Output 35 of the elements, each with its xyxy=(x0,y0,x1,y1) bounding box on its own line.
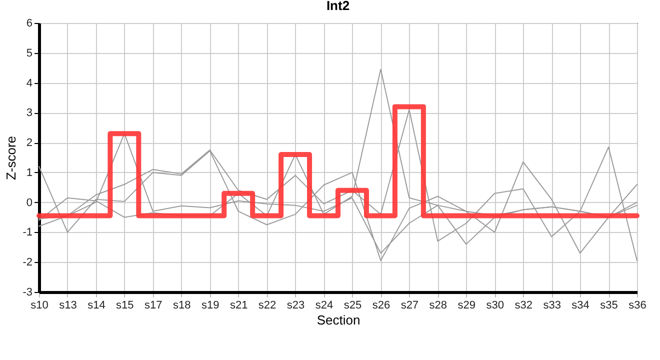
x-tick-label: s30 xyxy=(486,300,504,312)
y-tick-label: 3 xyxy=(26,107,32,120)
y-tick-label: -1 xyxy=(22,226,32,239)
x-axis-title: Section xyxy=(316,312,360,328)
chart-title: Int2 xyxy=(326,0,350,13)
y-tick-label: -3 xyxy=(22,286,32,298)
x-tick-label: s13 xyxy=(59,300,77,312)
x-tick-label: s28 xyxy=(429,300,448,312)
y-tick-label: 4 xyxy=(26,77,32,90)
x-tick-label: s15 xyxy=(116,300,134,312)
x-tick-label: s34 xyxy=(572,300,590,312)
x-tick-label: s18 xyxy=(173,300,191,312)
y-tick-label: -2 xyxy=(22,256,32,269)
x-tick-label: s23 xyxy=(286,300,305,312)
x-tick-label: s27 xyxy=(400,300,419,312)
x-tick-label: s26 xyxy=(372,300,390,312)
x-tick-label: s32 xyxy=(514,300,532,312)
x-tick-label: s14 xyxy=(88,300,106,312)
y-tick-label: 6 xyxy=(26,18,32,30)
x-tick-label: s21 xyxy=(230,300,248,312)
x-tick-label: s10 xyxy=(30,300,48,312)
y-tick-label: 0 xyxy=(26,196,32,209)
x-tick-label: s33 xyxy=(543,300,561,312)
x-tick-label: s22 xyxy=(258,300,276,312)
x-tick-label: s19 xyxy=(201,300,220,312)
x-tick-label: s25 xyxy=(344,300,362,312)
y-axis-title: Z-score xyxy=(4,136,19,180)
x-tick-label: s24 xyxy=(315,300,334,312)
y-tick-label: 2 xyxy=(26,137,32,150)
y-tick-label: 1 xyxy=(26,166,32,179)
x-tick-label: s35 xyxy=(600,300,618,312)
x-tick-label: s29 xyxy=(458,300,476,312)
x-tick-label: s36 xyxy=(628,300,646,312)
y-tick-label: 5 xyxy=(26,47,32,60)
x-tick-label: s17 xyxy=(144,300,162,312)
